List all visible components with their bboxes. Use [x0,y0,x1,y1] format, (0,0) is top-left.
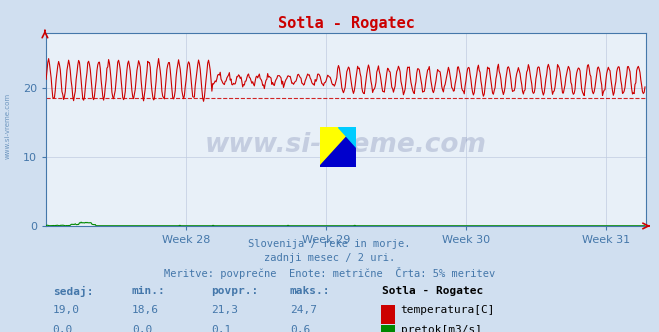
Text: Meritve: povprečne  Enote: metrične  Črta: 5% meritev: Meritve: povprečne Enote: metrične Črta:… [164,267,495,279]
Text: 0,6: 0,6 [290,325,310,332]
Title: Sotla - Rogatec: Sotla - Rogatec [277,16,415,31]
Text: 0,0: 0,0 [53,325,73,332]
Text: Sotla - Rogatec: Sotla - Rogatec [382,286,484,295]
Text: zadnji mesec / 2 uri.: zadnji mesec / 2 uri. [264,253,395,263]
Text: 21,3: 21,3 [211,305,238,315]
Text: www.si-vreme.com: www.si-vreme.com [205,132,487,158]
Text: min.:: min.: [132,286,165,295]
Text: sedaj:: sedaj: [53,286,93,296]
Polygon shape [320,127,356,167]
Text: povpr.:: povpr.: [211,286,258,295]
Text: 0,1: 0,1 [211,325,231,332]
Text: www.si-vreme.com: www.si-vreme.com [5,93,11,159]
Text: temperatura[C]: temperatura[C] [401,305,495,315]
Text: 0,0: 0,0 [132,325,152,332]
Text: maks.:: maks.: [290,286,330,295]
Polygon shape [320,127,356,167]
Text: 19,0: 19,0 [53,305,80,315]
Text: 18,6: 18,6 [132,305,159,315]
Text: 24,7: 24,7 [290,305,317,315]
Text: pretok[m3/s]: pretok[m3/s] [401,325,482,332]
Text: Slovenija / reke in morje.: Slovenija / reke in morje. [248,239,411,249]
Polygon shape [337,127,356,147]
